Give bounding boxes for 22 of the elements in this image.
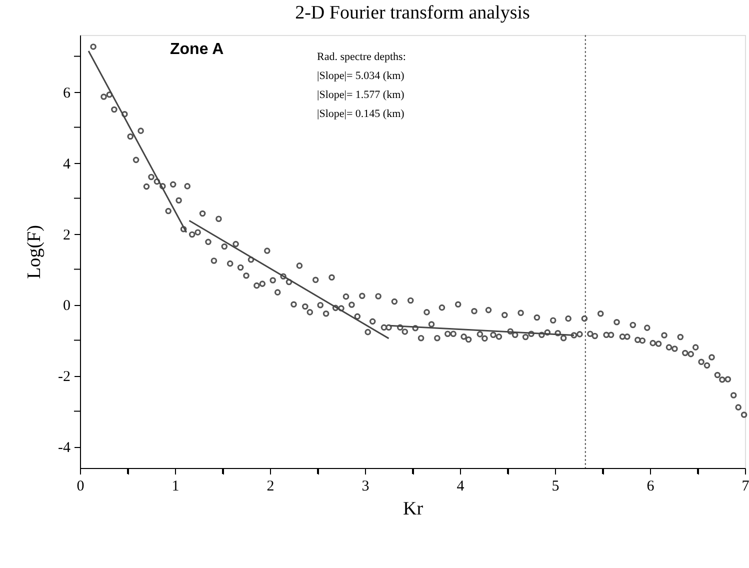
annotation: |Slope|= 1.577 (km): [317, 89, 405, 101]
annotation: Rad. spectre depths:: [317, 51, 406, 63]
x-tick-label: 3: [362, 478, 370, 494]
y-tick-label: -2: [58, 369, 70, 386]
chart-title: 2-D Fourier transform analysis: [295, 2, 530, 24]
y-tick-label: 4: [63, 156, 71, 172]
x-tick-label: 4: [456, 478, 465, 494]
annotation: |Slope|= 0.145 (km): [317, 108, 405, 120]
x-tick-label: 2: [266, 478, 274, 494]
x-tick-label: 5: [552, 478, 560, 494]
x-tick-label: 1: [172, 478, 180, 494]
x-tick-label: 7: [742, 478, 749, 494]
annotation: |Slope|= 5.034 (km): [317, 70, 405, 82]
x-tick-label: 6: [646, 478, 655, 494]
annotation: Zone A: [170, 41, 224, 58]
y-tick-label: -4: [58, 440, 71, 456]
y-tick-label: 6: [63, 85, 71, 102]
x-tick-label: 0: [76, 478, 84, 494]
y-tick-label: 0: [63, 298, 70, 314]
y-tick-label: 2: [63, 227, 70, 244]
x-axis-title: Kr: [402, 498, 424, 520]
y-axis-title: Log(F): [24, 225, 46, 279]
